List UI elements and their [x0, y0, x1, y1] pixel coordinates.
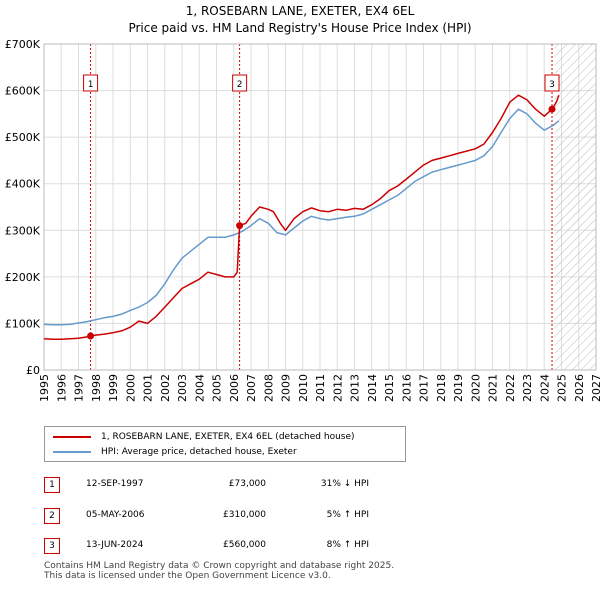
transaction-marker: 3	[44, 538, 60, 554]
legend-property-label: 1, ROSEBARN LANE, EXETER, EX4 6EL (detac…	[101, 432, 355, 442]
x-tick-label: 2005	[211, 374, 224, 402]
x-tick-label: 2027	[590, 374, 600, 402]
legend-hpi-swatch	[53, 451, 91, 453]
x-tick-label: 2020	[469, 374, 482, 402]
x-tick-label: 2013	[349, 374, 362, 402]
x-tick-label: 2011	[314, 374, 327, 402]
x-tick-label: 2007	[245, 374, 258, 402]
x-tick-label: 2018	[435, 374, 448, 402]
footer-notice: Contains HM Land Registry data © Crown c…	[44, 561, 394, 581]
sale-label-box: 1	[83, 74, 99, 92]
x-tick-label: 2010	[297, 374, 310, 402]
legend-item-property: 1, ROSEBARN LANE, EXETER, EX4 6EL (detac…	[53, 430, 355, 444]
price-chart: 1 2 3 £0 £100K £200K £300K £400K £500K £600K £700K…	[5, 38, 600, 402]
transaction-price: £560,000	[223, 540, 266, 550]
legend-item-hpi: HPI: Average price, detached house, Exet…	[53, 445, 297, 459]
y-tick-label: £200K	[5, 271, 41, 284]
x-tick-label: 2016	[400, 374, 413, 402]
x-tick-label: 2026	[573, 374, 586, 402]
y-tick-label: £0	[26, 364, 40, 377]
y-tick-label: £400K	[5, 178, 41, 191]
sale-point	[548, 105, 556, 113]
sale-label-text: 2	[237, 80, 243, 90]
x-tick-label: 1996	[55, 374, 68, 402]
transaction-price: £73,000	[228, 479, 266, 489]
transaction-date: 12-SEP-1997	[86, 479, 144, 489]
plot-border	[43, 43, 597, 371]
x-tick-label: 2001	[142, 374, 155, 402]
transaction-hpi: 31% ↓ HPI	[320, 479, 369, 489]
x-tick-label: 1995	[38, 374, 51, 402]
footer-copyright: Contains HM Land Registry data © Crown c…	[44, 561, 395, 571]
x-tick-label: 2024	[538, 374, 551, 402]
x-tick-label: 2014	[366, 374, 379, 402]
x-tick-label: 2022	[504, 374, 517, 402]
sale-label-text: 1	[88, 80, 94, 90]
chart-subtitle: Price paid vs. HM Land Registry's House …	[128, 21, 472, 35]
legend-hpi-label: HPI: Average price, detached house, Exet…	[101, 447, 297, 457]
y-tick-label: £600K	[5, 85, 41, 98]
x-tick-label: 2003	[176, 374, 189, 402]
hpi-series-line	[43, 108, 560, 326]
x-tick-label: 2008	[262, 374, 275, 402]
transaction-date: 05-MAY-2006	[86, 510, 145, 520]
x-tick-label: 2004	[193, 374, 206, 402]
chart-title: 1, ROSEBARN LANE, EXETER, EX4 6EL	[185, 4, 415, 18]
x-tick-label: 2009	[280, 374, 293, 402]
property-series-line	[43, 94, 560, 341]
sale-point	[236, 222, 244, 230]
x-tick-label: 2023	[521, 374, 534, 402]
x-tick-label: 1998	[90, 374, 103, 402]
transaction-hpi: 5% ↑ HPI	[326, 510, 369, 520]
sale-label-border	[83, 74, 99, 92]
x-tick-label: 2015	[383, 374, 396, 402]
sale-label-box: 2	[232, 74, 248, 92]
x-tick-label: 2012	[331, 374, 344, 402]
x-tick-label: 2002	[159, 374, 172, 402]
sale-label-border	[232, 74, 248, 92]
x-tick-label: 2021	[487, 374, 500, 402]
y-tick-label: £100K	[5, 317, 41, 330]
transaction-price: £310,000	[223, 510, 266, 520]
sale-label-box: 3	[544, 74, 560, 92]
x-tick-label: 2025	[556, 374, 569, 402]
transaction-hpi: 8% ↑ HPI	[326, 540, 369, 550]
chart-legend: 1, ROSEBARN LANE, EXETER, EX4 6EL (detac…	[44, 426, 406, 462]
sale-label-border	[544, 74, 560, 92]
legend-property-swatch	[53, 436, 91, 438]
transaction-marker: 1	[44, 477, 60, 493]
transaction-marker: 2	[44, 508, 60, 524]
y-tick-label: £300K	[5, 224, 41, 237]
x-tick-label: 1999	[107, 374, 120, 402]
sale-label-text: 3	[549, 80, 555, 90]
x-tick-label: 1997	[73, 374, 86, 402]
x-tick-label: 2017	[418, 374, 431, 402]
x-tick-label: 2019	[452, 374, 465, 402]
forecast-shade	[554, 44, 596, 370]
transaction-date: 13-JUN-2024	[86, 540, 144, 550]
footer-licence: This data is licensed under the Open Gov…	[44, 571, 331, 581]
y-tick-label: £700K	[5, 38, 41, 51]
y-tick-label: £500K	[5, 131, 41, 144]
sale-point	[87, 332, 95, 340]
x-tick-label: 2000	[124, 374, 137, 402]
x-tick-label: 2006	[228, 374, 241, 402]
